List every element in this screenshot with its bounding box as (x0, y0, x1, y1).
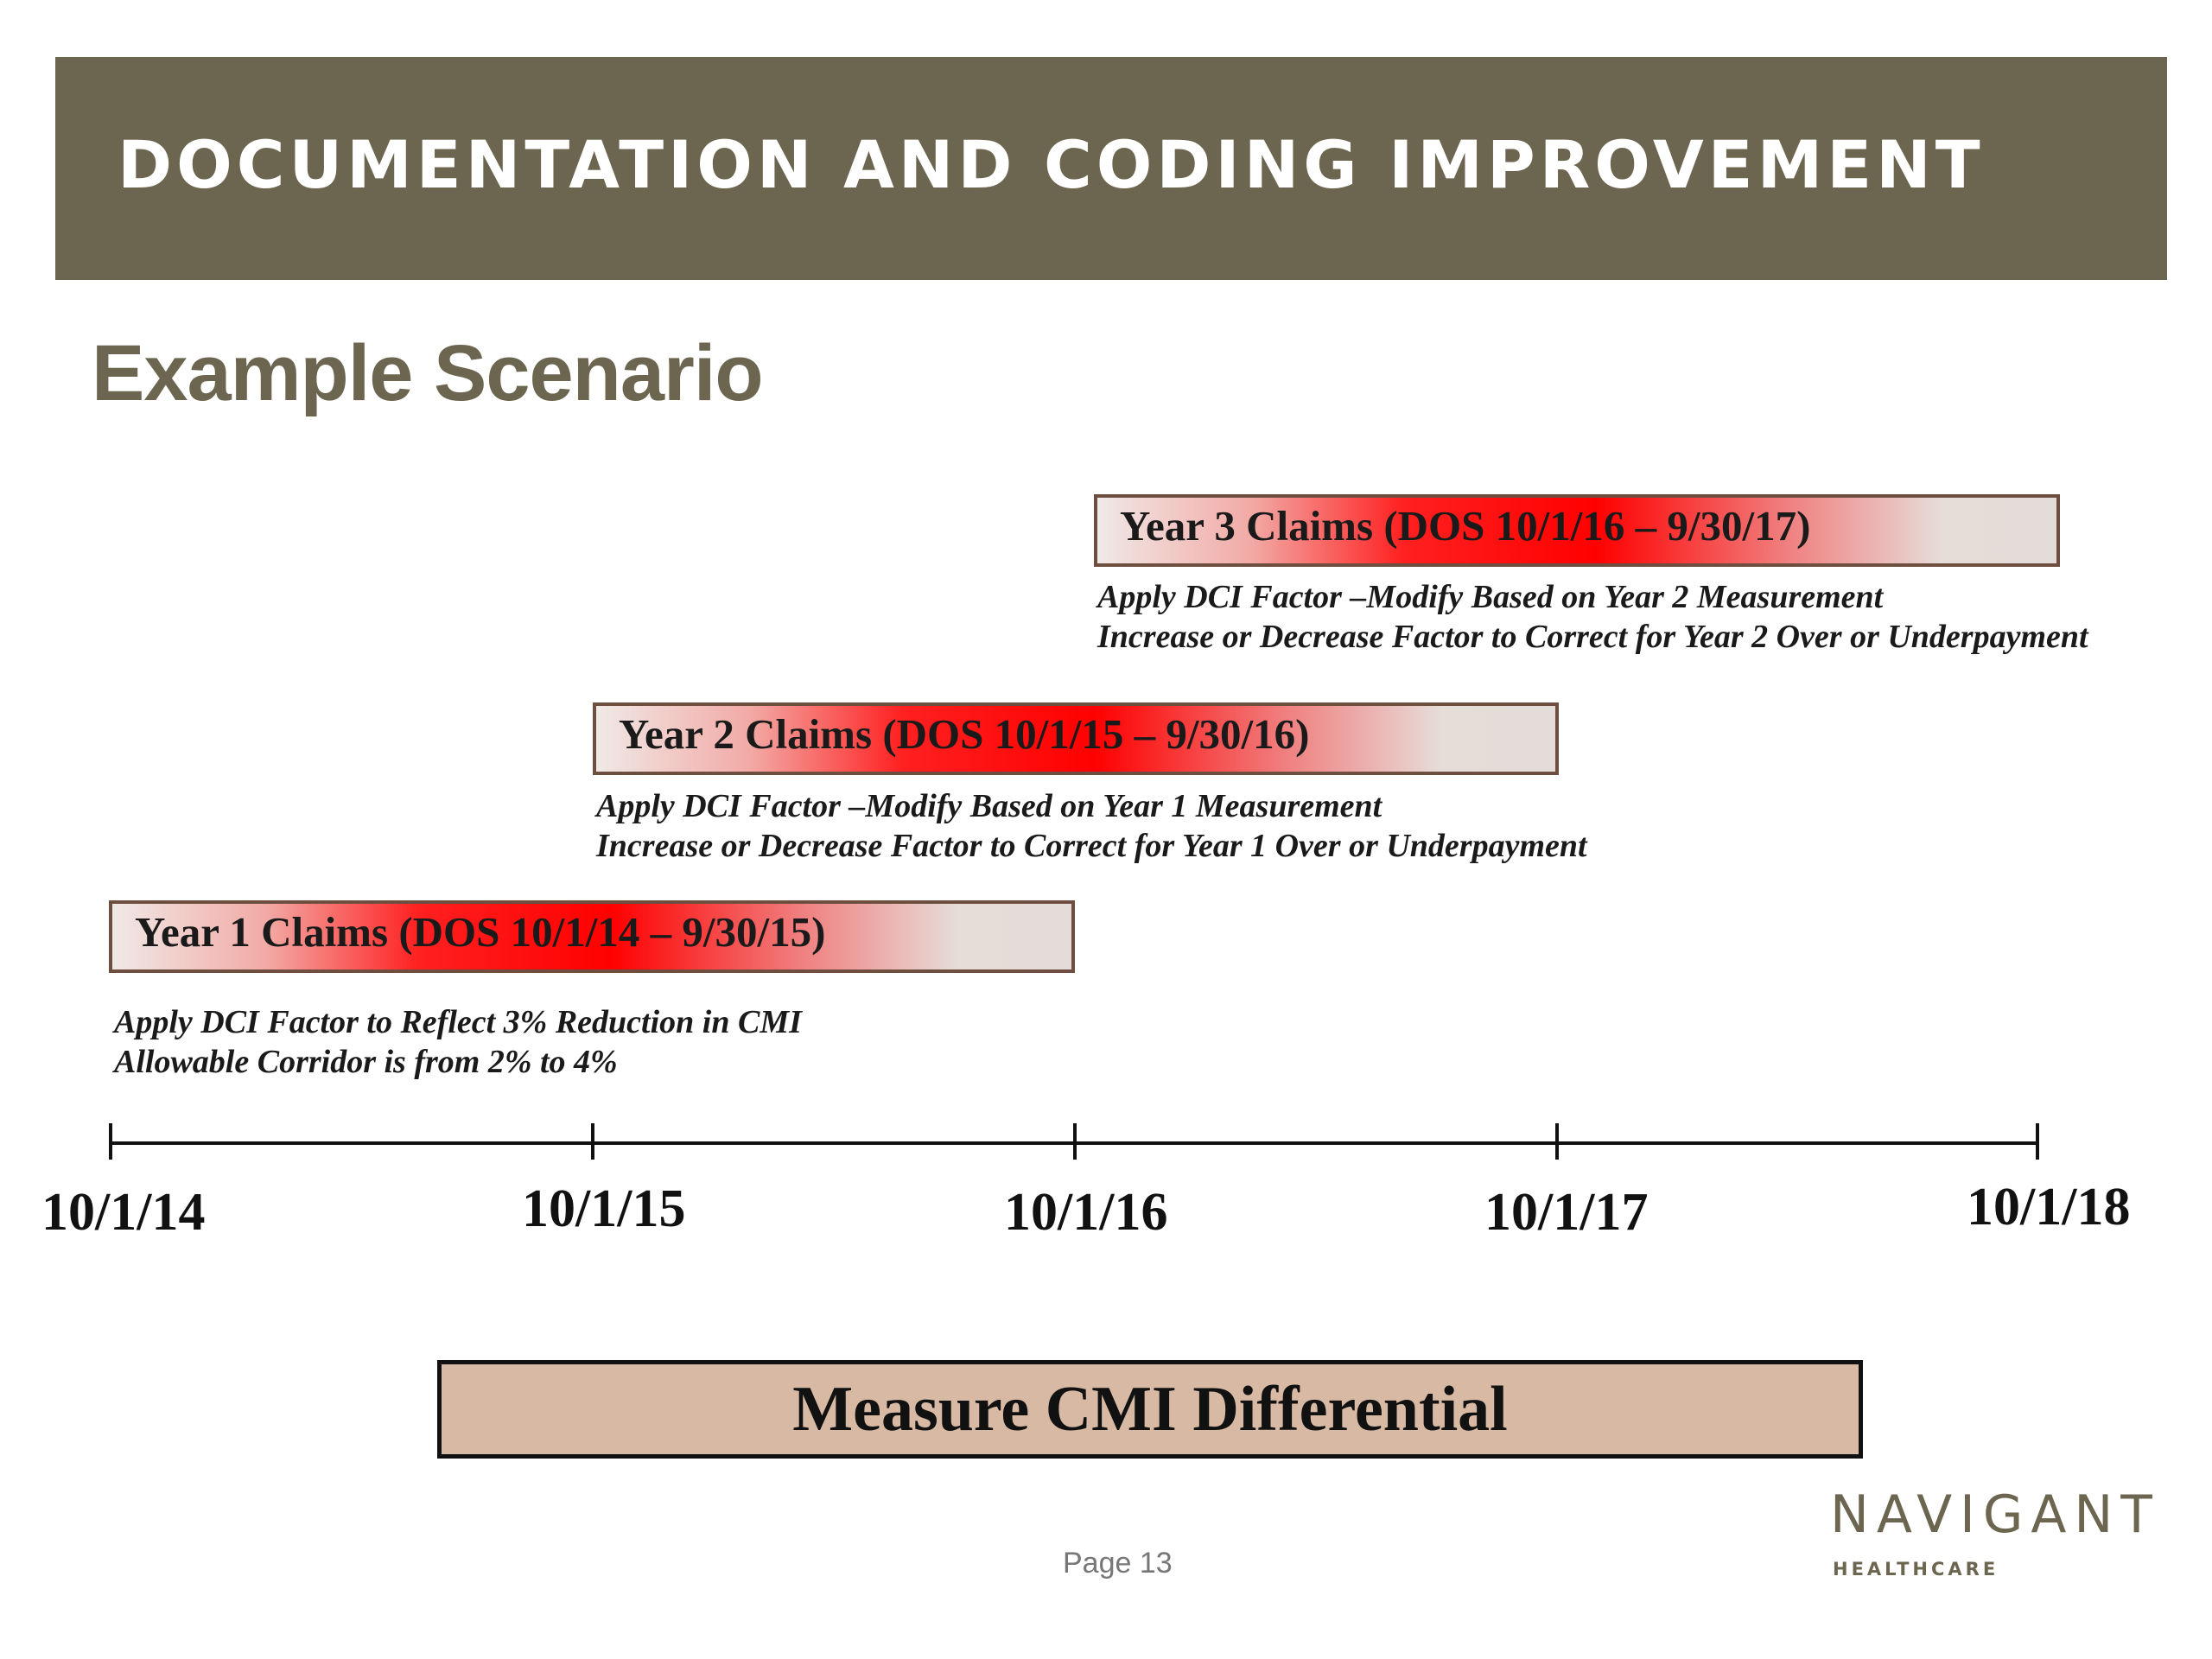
timeline-tick (109, 1123, 112, 1160)
timeline-label-2014: 10/1/14 (41, 1183, 206, 1242)
year-1-claims-bar: Year 1 Claims (DOS 10/1/14 – 9/30/15) (109, 900, 1075, 973)
measure-cmi-box: Measure CMI Differential (437, 1360, 1863, 1459)
year-3-note-line-2: Increase or Decrease Factor to Correct f… (1097, 619, 2088, 655)
timeline-tick (1555, 1123, 1559, 1160)
logo-subtitle: HEALTHCARE (1833, 1559, 1999, 1580)
year-2-note-line-2: Increase or Decrease Factor to Correct f… (596, 828, 1587, 864)
timeline-label-2018: 10/1/18 (1967, 1178, 2131, 1236)
year-1-notes: Apply DCI Factor to Reflect 3% Reduction… (114, 1002, 802, 1082)
section-subtitle: Example Scenario (92, 329, 764, 417)
year-3-claims-label: Year 3 Claims (DOS 10/1/16 – 9/30/17) (1120, 502, 1811, 550)
year-3-note-line-1: Apply DCI Factor –Modify Based on Year 2… (1097, 579, 1884, 615)
page-title: DOCUMENTATION AND CODING IMPROVEMENT (118, 126, 1985, 203)
year-3-notes: Apply DCI Factor –Modify Based on Year 2… (1097, 577, 2088, 657)
year-2-claims-label: Year 2 Claims (DOS 10/1/15 – 9/30/16) (619, 710, 1310, 758)
year-1-note-line-2: Allowable Corridor is from 2% to 4% (114, 1044, 618, 1080)
logo-wordmark: NAVIGANT (1830, 1484, 2160, 1545)
timeline-label-2017: 10/1/17 (1484, 1183, 1649, 1242)
timeline-tick (2036, 1123, 2039, 1160)
year-3-claims-bar: Year 3 Claims (DOS 10/1/16 – 9/30/17) (1094, 494, 2060, 567)
timeline-tick (1073, 1123, 1077, 1160)
year-2-notes: Apply DCI Factor –Modify Based on Year 1… (596, 786, 1587, 866)
timeline-tick (591, 1123, 594, 1160)
year-1-claims-label: Year 1 Claims (DOS 10/1/14 – 9/30/15) (135, 908, 826, 956)
year-2-claims-bar: Year 2 Claims (DOS 10/1/15 – 9/30/16) (593, 702, 1559, 775)
timeline-label-2016: 10/1/16 (1004, 1183, 1168, 1242)
page-number: Page 13 (1063, 1547, 1173, 1580)
timeline-label-2015: 10/1/15 (522, 1179, 686, 1238)
header-bar: DOCUMENTATION AND CODING IMPROVEMENT (55, 57, 2167, 280)
navigant-logo: NAVIGANT HEALTHCARE (1830, 1484, 2152, 1580)
year-2-note-line-1: Apply DCI Factor –Modify Based on Year 1… (596, 788, 1382, 824)
measure-cmi-label: Measure CMI Differential (792, 1373, 1508, 1445)
year-1-note-line-1: Apply DCI Factor to Reflect 3% Reduction… (114, 1004, 802, 1040)
